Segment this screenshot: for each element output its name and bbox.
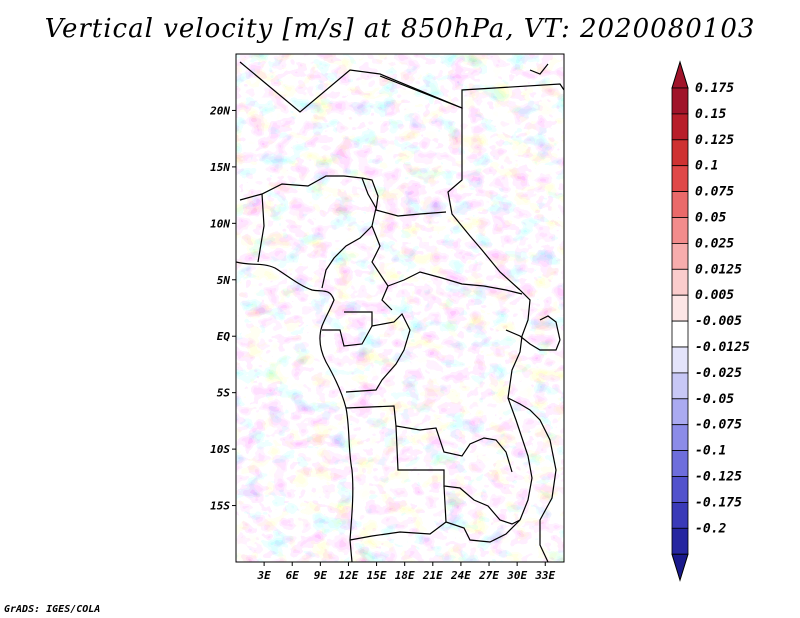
lon-tick-label: 18E xyxy=(395,569,415,582)
lon-tick-label: 30E xyxy=(506,569,527,582)
lon-tick-label: 12E xyxy=(339,569,359,582)
colorbar-label: 0.0125 xyxy=(695,262,742,277)
colorbar-label: 0.075 xyxy=(695,185,734,200)
colorbar-segment xyxy=(671,268,689,296)
map-title: Vertical velocity [m/s] at 850hPa, VT: 2… xyxy=(44,14,756,44)
lon-tick-label: 6E xyxy=(286,569,300,582)
velocity-field xyxy=(236,54,564,562)
country-borders xyxy=(236,61,564,562)
lon-tick-label: 9E xyxy=(314,569,328,582)
colorbar-segment xyxy=(671,527,689,555)
colorbar-top-tip xyxy=(671,60,689,89)
plot-frame xyxy=(235,53,565,563)
colorbar: 0.175 0.15 0.125 0.1 0.075 0.05 0.025 0.0125 0.0… xyxy=(671,60,750,582)
colorbar-label: -0.125 xyxy=(695,470,742,485)
lon-tick-label: 21E xyxy=(422,569,443,582)
colorbar-label: 0.125 xyxy=(695,133,734,148)
lat-tick-label: 15N xyxy=(210,161,230,174)
colorbar-segment xyxy=(671,372,689,400)
colorbar-segment xyxy=(671,294,689,322)
lat-tick-label: EQ xyxy=(217,330,231,343)
lat-tick-label: 20N xyxy=(209,104,230,117)
colorbar-segment xyxy=(671,242,689,270)
colorbar-label: -0.175 xyxy=(695,495,742,510)
latitude-axis: 20N 15N 10N 5N EQ 5S 10S 15S xyxy=(209,104,236,513)
colorbar-label: -0.2 xyxy=(695,521,726,536)
lon-tick-label: 27E xyxy=(478,569,499,582)
colorbar-label: -0.0125 xyxy=(695,340,750,355)
colorbar-segment xyxy=(671,398,689,426)
colorbar-label: 0.15 xyxy=(695,107,726,122)
colorbar-segment xyxy=(671,346,689,374)
lat-tick-label: 5N xyxy=(217,274,231,287)
lon-tick-label: 15E xyxy=(367,569,387,582)
colorbar-segment xyxy=(671,139,689,167)
colorbar-segment xyxy=(671,424,689,452)
colorbar-segment xyxy=(671,87,689,115)
lon-tick-label: 24E xyxy=(450,569,471,582)
longitude-axis: 3E 6E 9E 12E 15E 18E 21E 24E 27E 30E 33E xyxy=(256,562,556,582)
colorbar-label: 0.05 xyxy=(695,211,726,226)
colorbar-label: 0.1 xyxy=(695,159,718,174)
colorbar-label: 0.175 xyxy=(695,81,734,96)
colorbar-segment xyxy=(671,476,689,503)
lat-tick-label: 5S xyxy=(217,387,231,400)
colorbar-label: -0.05 xyxy=(695,392,734,407)
lat-tick-label: 10N xyxy=(210,217,230,230)
colorbar-label: -0.005 xyxy=(695,314,742,329)
colorbar-label: -0.025 xyxy=(695,366,742,381)
colorbar-segment xyxy=(671,165,689,192)
colorbar-label: -0.1 xyxy=(695,444,726,459)
colorbar-segment xyxy=(671,191,689,218)
lat-tick-label: 15S xyxy=(210,500,230,513)
colorbar-segment xyxy=(671,320,689,348)
colorbar-label: 0.025 xyxy=(695,236,734,251)
lon-tick-label: 33E xyxy=(534,569,555,582)
colorbar-bottom-tip xyxy=(671,553,689,582)
lat-tick-label: 10S xyxy=(210,443,230,456)
lon-tick-label: 3E xyxy=(256,569,271,582)
colorbar-segment xyxy=(671,217,689,244)
colorbar-segment xyxy=(671,113,689,141)
colorbar-segment xyxy=(671,450,689,477)
colorbar-label: -0.075 xyxy=(695,418,742,433)
colorbar-label: 0.005 xyxy=(695,288,734,303)
grads-credit: GrADS: IGES/COLA xyxy=(4,604,101,615)
colorbar-segment xyxy=(671,501,689,529)
